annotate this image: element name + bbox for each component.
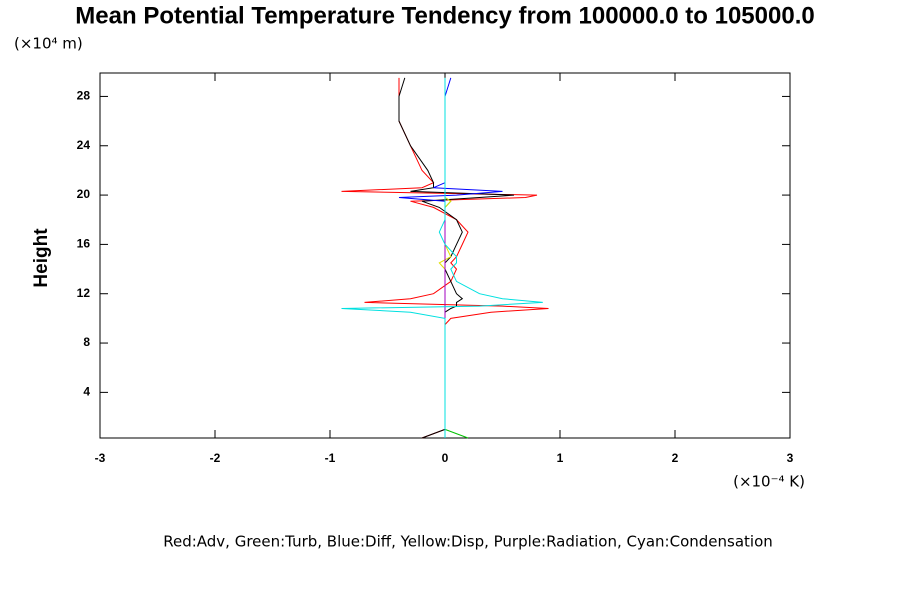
x-unit: (×10⁻⁴ K) (733, 473, 805, 491)
x-tick-label: -2 (210, 451, 221, 465)
legend: Red:Adv, Green:Turb, Blue:Diff, Yellow:D… (163, 533, 773, 551)
x-tick-label: 0 (442, 451, 449, 465)
y-tick-label: 24 (77, 138, 91, 152)
y-axis-label: Height (31, 228, 52, 288)
y-tick-label: 20 (77, 187, 91, 201)
y-tick-label: 16 (77, 237, 91, 251)
y-tick-label: 8 (83, 335, 90, 349)
chart-title: Mean Potential Temperature Tendency from… (75, 2, 814, 29)
y-tick-label: 4 (83, 385, 90, 399)
y-tick-label: 28 (77, 89, 91, 103)
x-tick-label: -3 (95, 451, 106, 465)
x-tick-label: 2 (672, 451, 679, 465)
x-tick-label: 3 (787, 451, 794, 465)
x-tick-label: 1 (557, 451, 564, 465)
profile-line (341, 77, 543, 438)
y-unit: (×10⁴ m) (14, 35, 83, 53)
x-tick-label: -1 (325, 451, 336, 465)
y-tick-label: 12 (77, 286, 91, 300)
